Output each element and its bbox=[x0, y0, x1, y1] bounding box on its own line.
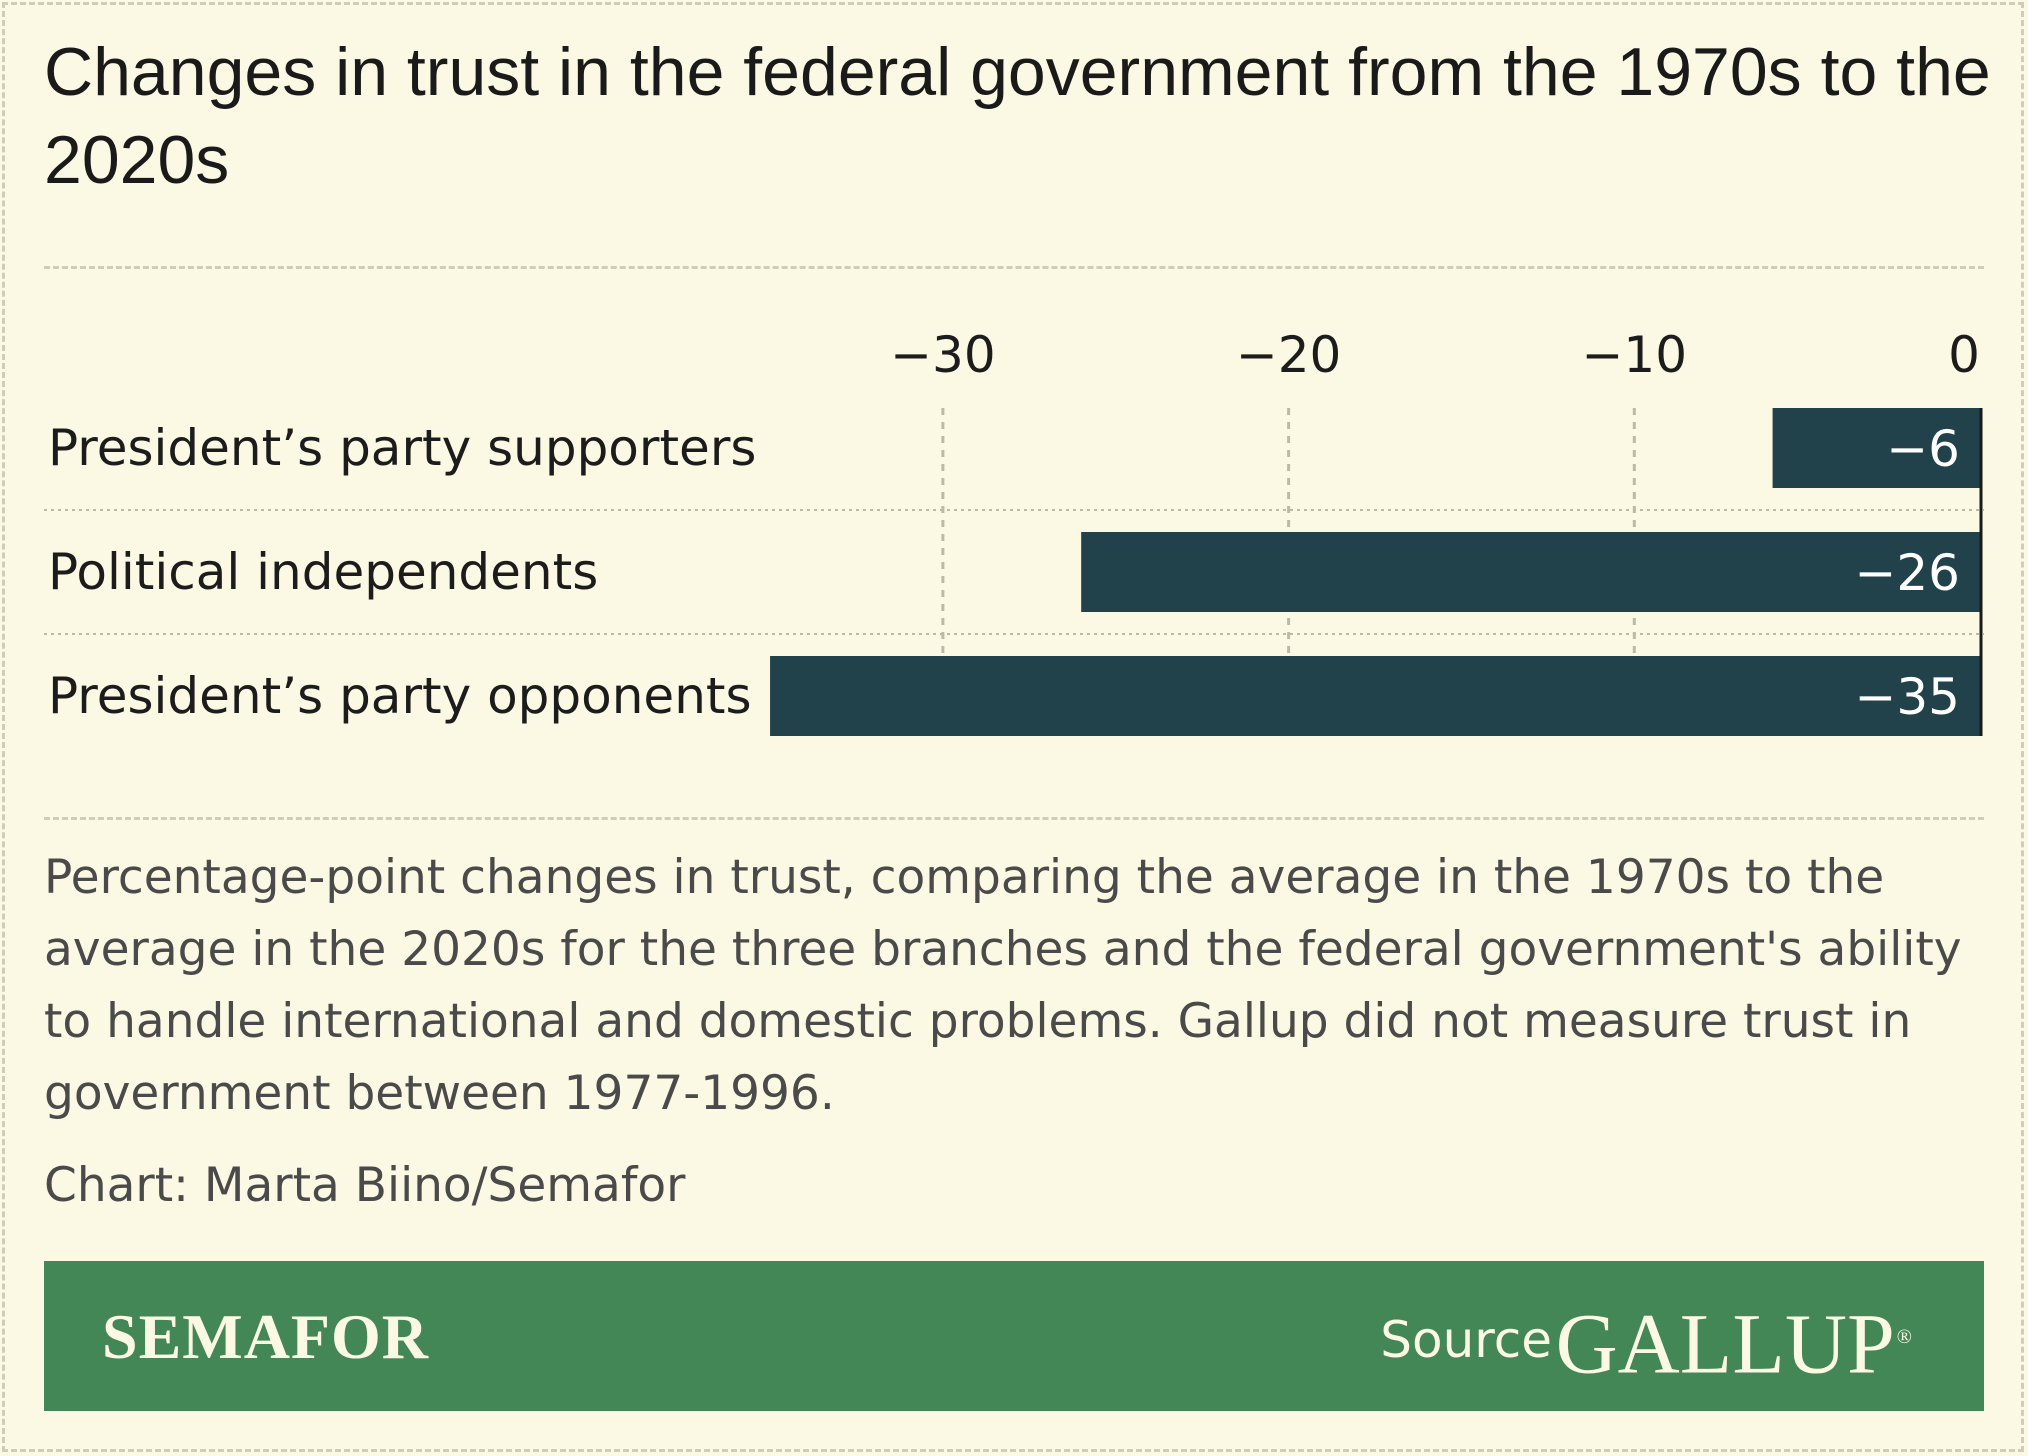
category-label: President’s party opponents bbox=[48, 667, 752, 725]
gallup-logo: GALLUP ® bbox=[1556, 1289, 1912, 1392]
gallup-logo-text: GALLUP bbox=[1555, 1295, 1895, 1392]
bar-chart: −30 −20 −10 0 President’s party supporters −6… bbox=[44, 326, 1984, 736]
bar bbox=[1772, 408, 1980, 488]
bar bbox=[1081, 532, 1980, 612]
source-label: Source bbox=[1380, 1311, 1552, 1369]
semafor-logo: SEMAFOR bbox=[102, 1301, 429, 1372]
x-tick-label: −10 bbox=[1582, 326, 1688, 384]
x-tick-label: −30 bbox=[890, 326, 996, 384]
bottom-divider bbox=[44, 817, 1984, 820]
chart-note: Percentage-point changes in trust, compa… bbox=[44, 850, 1962, 1121]
footer-bar: SEMAFOR Source GALLUP ® bbox=[44, 1261, 1984, 1411]
value-label: −6 bbox=[1886, 420, 1960, 478]
top-divider bbox=[44, 266, 1984, 269]
value-label: −26 bbox=[1854, 544, 1960, 602]
chart-credit: Chart: Marta Biino/Semafor bbox=[44, 1158, 686, 1213]
x-tick-label: 0 bbox=[1948, 326, 1980, 384]
value-label: −35 bbox=[1854, 668, 1960, 726]
category-label: President’s party supporters bbox=[48, 419, 756, 477]
chart-title: Changes in trust in the federal governme… bbox=[44, 34, 1991, 198]
bar bbox=[770, 656, 1980, 736]
x-tick-label: −20 bbox=[1236, 326, 1342, 384]
category-label: Political independents bbox=[48, 543, 598, 601]
registered-mark: ® bbox=[1896, 1326, 1912, 1348]
